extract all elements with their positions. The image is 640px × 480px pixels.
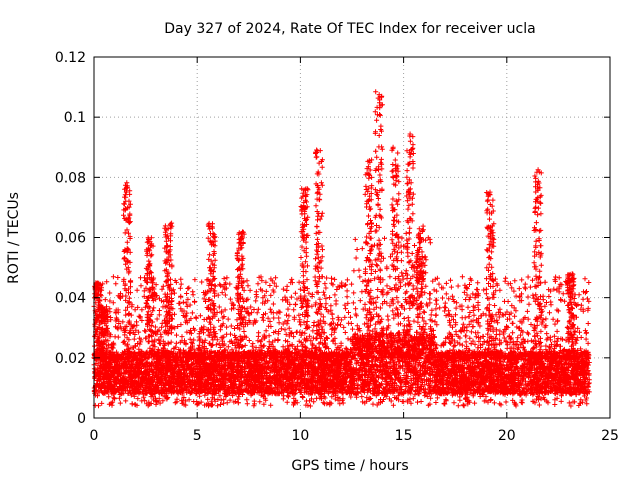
y-tick-label: 0.06 <box>55 231 86 247</box>
data-points <box>91 89 592 409</box>
x-tick-label: 10 <box>291 428 309 444</box>
x-tick-label: 5 <box>193 428 202 444</box>
y-tick-label: 0.08 <box>55 170 86 186</box>
x-tick-label: 20 <box>498 428 516 444</box>
x-tick-label: 15 <box>395 428 413 444</box>
y-tick-label: 0.04 <box>55 291 86 307</box>
roti-data-markers <box>91 89 592 409</box>
y-tick-label: 0 <box>77 411 86 427</box>
x-tick-label: 25 <box>601 428 619 444</box>
chart-title: Day 327 of 2024, Rate Of TEC Index for r… <box>164 21 535 37</box>
x-axis-label: GPS time / hours <box>291 458 408 474</box>
y-tick-label: 0.1 <box>64 110 86 126</box>
y-axis-label: ROTI / TECUs <box>6 192 22 284</box>
x-tick-label: 0 <box>90 428 99 444</box>
x-axis-ticks: 0 5 10 15 20 25 <box>90 57 619 444</box>
y-tick-label: 0.02 <box>55 351 86 367</box>
y-axis-ticks: 0 0.02 0.04 0.06 0.08 0.1 0.12 <box>55 50 610 427</box>
y-tick-label: 0.12 <box>55 50 86 66</box>
